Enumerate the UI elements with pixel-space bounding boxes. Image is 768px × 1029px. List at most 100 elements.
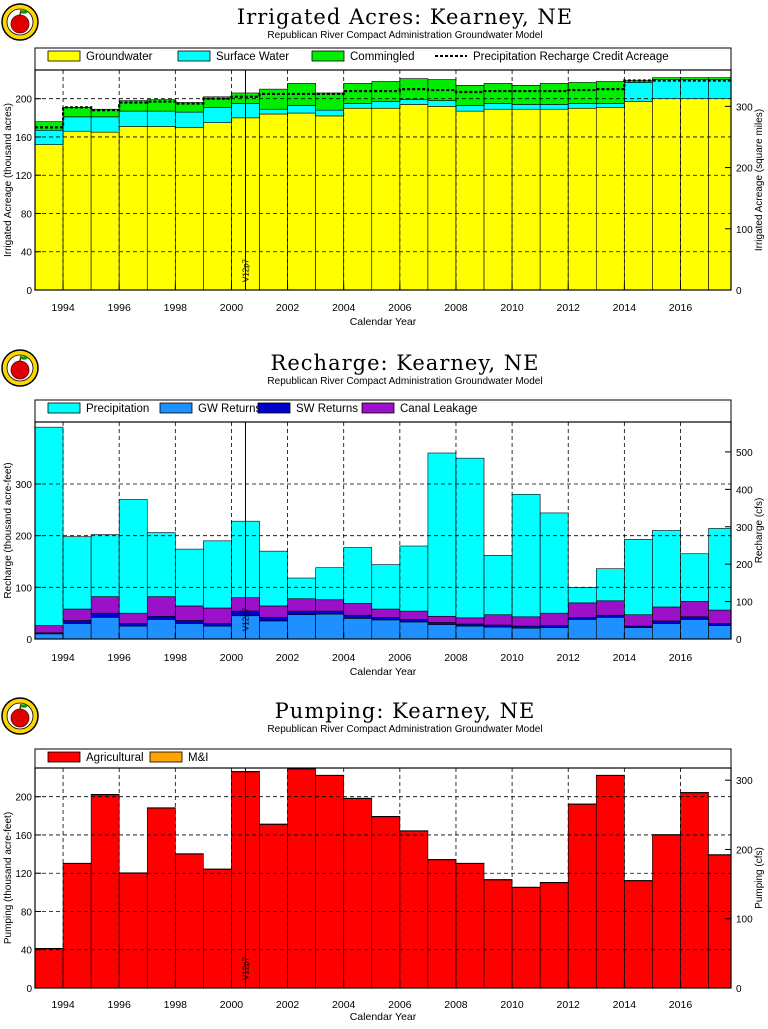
y-tick-label: 120 [15, 171, 32, 182]
x-tick-label: 1994 [51, 652, 75, 664]
logo-apple-icon [11, 361, 29, 379]
bar-segment [540, 104, 568, 109]
logo-apple-leaf [21, 10, 28, 14]
legend-label: Commingled [350, 51, 415, 63]
y-tick-label: 200 [15, 532, 32, 543]
y-axis-label: Pumping (thousand acre-feet) [3, 812, 14, 944]
bar-segment [372, 102, 400, 109]
bar-segment [680, 793, 708, 988]
y-tick-label: 100 [15, 583, 32, 594]
x-axis-label: Calendar Year [350, 1011, 417, 1023]
bar-segment [456, 626, 484, 639]
x-tick-label: 1996 [108, 652, 132, 664]
bar-segment [372, 565, 400, 609]
bar-segment [372, 108, 400, 290]
legend-label: Agricultural [86, 752, 144, 764]
bar-segment [203, 107, 231, 122]
bar-segment [456, 458, 484, 618]
bar-segment [372, 817, 400, 988]
bar-segment [652, 607, 680, 621]
bar-segment [35, 145, 63, 290]
bar-segment [288, 615, 316, 639]
bar-segment [35, 122, 63, 131]
bar-segment [400, 100, 428, 105]
legend-swatch [258, 403, 290, 413]
y2-tick-label: 400 [736, 485, 753, 496]
bar-segment [652, 78, 680, 80]
bar-segment [63, 117, 91, 131]
x-tick-label: 2016 [669, 652, 693, 664]
bar-segment [147, 126, 175, 290]
x-axis-label: Calendar Year [350, 666, 417, 678]
chart-subtitle: Republican River Compact Administration … [267, 376, 542, 387]
bar-segment [652, 531, 680, 607]
y2-axis-label: Irrigated Acreage (square miles) [754, 109, 765, 251]
bar-segment [63, 609, 91, 620]
bar-segment [316, 600, 344, 611]
bar-segment [680, 619, 708, 639]
bar-segment [260, 551, 288, 606]
legend-label: Precipitation [86, 403, 149, 415]
bar-segment [540, 883, 568, 988]
bar-segment [568, 804, 596, 988]
bar-segment [63, 624, 91, 640]
x-tick-label: 2006 [388, 999, 412, 1011]
y2-tick-label: 300 [736, 523, 753, 534]
bar-segment [203, 608, 231, 624]
bar-segment [147, 597, 175, 617]
bar-segment [119, 626, 147, 639]
y-tick-label: 0 [26, 286, 32, 297]
bar-segment [203, 624, 231, 627]
bar-segment [316, 568, 344, 600]
logo-apple-leaf [21, 356, 28, 360]
bar-segment [596, 81, 624, 103]
bar-segment [652, 99, 680, 290]
legend-swatch [312, 51, 344, 61]
bar-segment [484, 627, 512, 639]
bar-segment [344, 603, 372, 615]
bar-segment [680, 78, 708, 80]
x-tick-label: 1994 [51, 302, 75, 314]
bar-segment [428, 616, 456, 622]
legend-swatch [48, 752, 80, 762]
bar-segment [175, 549, 203, 606]
legend-swatch [160, 403, 192, 413]
bar-segment [344, 618, 372, 639]
bar-segment [456, 624, 484, 626]
bar-segment [372, 620, 400, 639]
bar-segment [540, 626, 568, 628]
bar-segment [91, 597, 119, 614]
x-tick-label: 2008 [444, 652, 468, 664]
bar-segment [540, 628, 568, 639]
bar-segment [456, 111, 484, 290]
y2-tick-label: 100 [736, 225, 753, 236]
bar-segment [652, 80, 680, 99]
bar-segment [288, 611, 316, 615]
chart-title: Irrigated Acres: Kearney, NE [237, 5, 573, 29]
x-tick-label: 2006 [388, 652, 412, 664]
y2-tick-label: 200 [736, 845, 753, 856]
bar-segment [344, 548, 372, 604]
logo-apple-icon [11, 709, 29, 727]
bar-segment [400, 546, 428, 611]
version-marker-label: V12p7 [241, 258, 250, 282]
bar-segment [512, 104, 540, 109]
bar-segment [344, 83, 372, 103]
version-marker-label: V12p7 [241, 607, 250, 631]
bar-segment [119, 126, 147, 290]
x-tick-label: 2004 [332, 652, 356, 664]
chart-title: Pumping: Kearney, NE [275, 699, 536, 723]
bar-segment [596, 776, 624, 988]
y-tick-label: 200 [15, 95, 32, 106]
bar-segment [484, 83, 512, 103]
x-tick-label: 1994 [51, 999, 75, 1011]
bar-segment [400, 104, 428, 290]
bar-segment [288, 83, 316, 105]
bar-segment [344, 108, 372, 290]
bar-segment [119, 111, 147, 126]
x-tick-label: 2014 [613, 999, 637, 1011]
bar-segment [147, 619, 175, 639]
y-tick-label: 40 [21, 946, 33, 957]
